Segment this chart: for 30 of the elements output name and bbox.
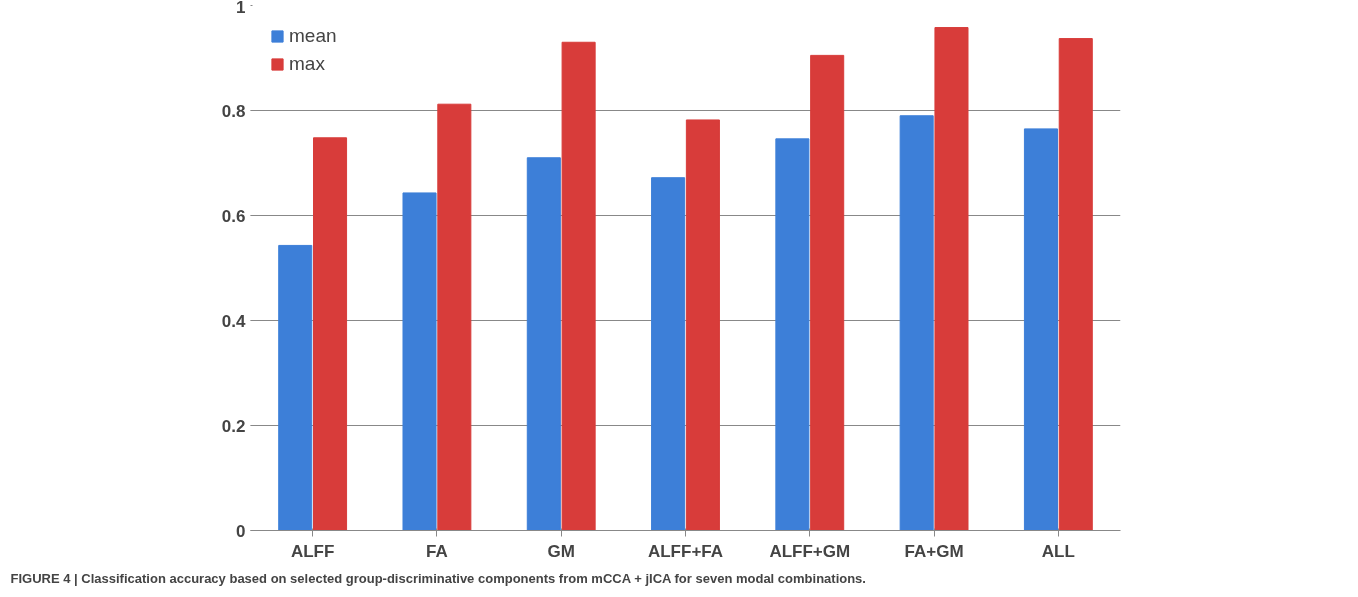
bar xyxy=(526,157,561,531)
bar xyxy=(685,119,720,531)
bar xyxy=(278,244,313,531)
bar xyxy=(1023,128,1058,531)
y-tick-label: 0 xyxy=(236,521,246,541)
bar xyxy=(561,41,596,531)
y-tick-label: 0.4 xyxy=(221,311,247,331)
bar xyxy=(651,177,686,531)
caption: FIGURE 4 | Classification accuracy based on selected group-discriminative components from mCCA + jICA for seven modal combinations. xyxy=(10,570,866,586)
x-tick-label: ALFF+GM xyxy=(769,541,851,561)
x-tick-label: ALFF xyxy=(290,541,335,561)
x-tick-label: ALFF+FA xyxy=(647,541,724,561)
x-tick-label: ALL xyxy=(1041,541,1075,561)
bar xyxy=(775,138,810,531)
bar xyxy=(437,103,472,531)
y-tick-label: 0.6 xyxy=(221,206,246,226)
y-tick-label: 0.2 xyxy=(221,416,246,436)
x-tick-label: FA xyxy=(426,541,448,561)
y-tick-label: 1 xyxy=(236,0,246,17)
bar xyxy=(1058,38,1093,531)
bar xyxy=(934,27,969,531)
bar xyxy=(402,192,437,531)
x-tick-label: GM xyxy=(547,541,575,561)
bar xyxy=(810,54,845,531)
x-tick-label: FA+GM xyxy=(904,541,964,561)
legend-label: max xyxy=(289,53,325,75)
bar xyxy=(899,115,934,531)
bar xyxy=(313,137,348,531)
legend-label: mean xyxy=(289,25,337,47)
y-tick-label: 0.8 xyxy=(221,101,246,121)
